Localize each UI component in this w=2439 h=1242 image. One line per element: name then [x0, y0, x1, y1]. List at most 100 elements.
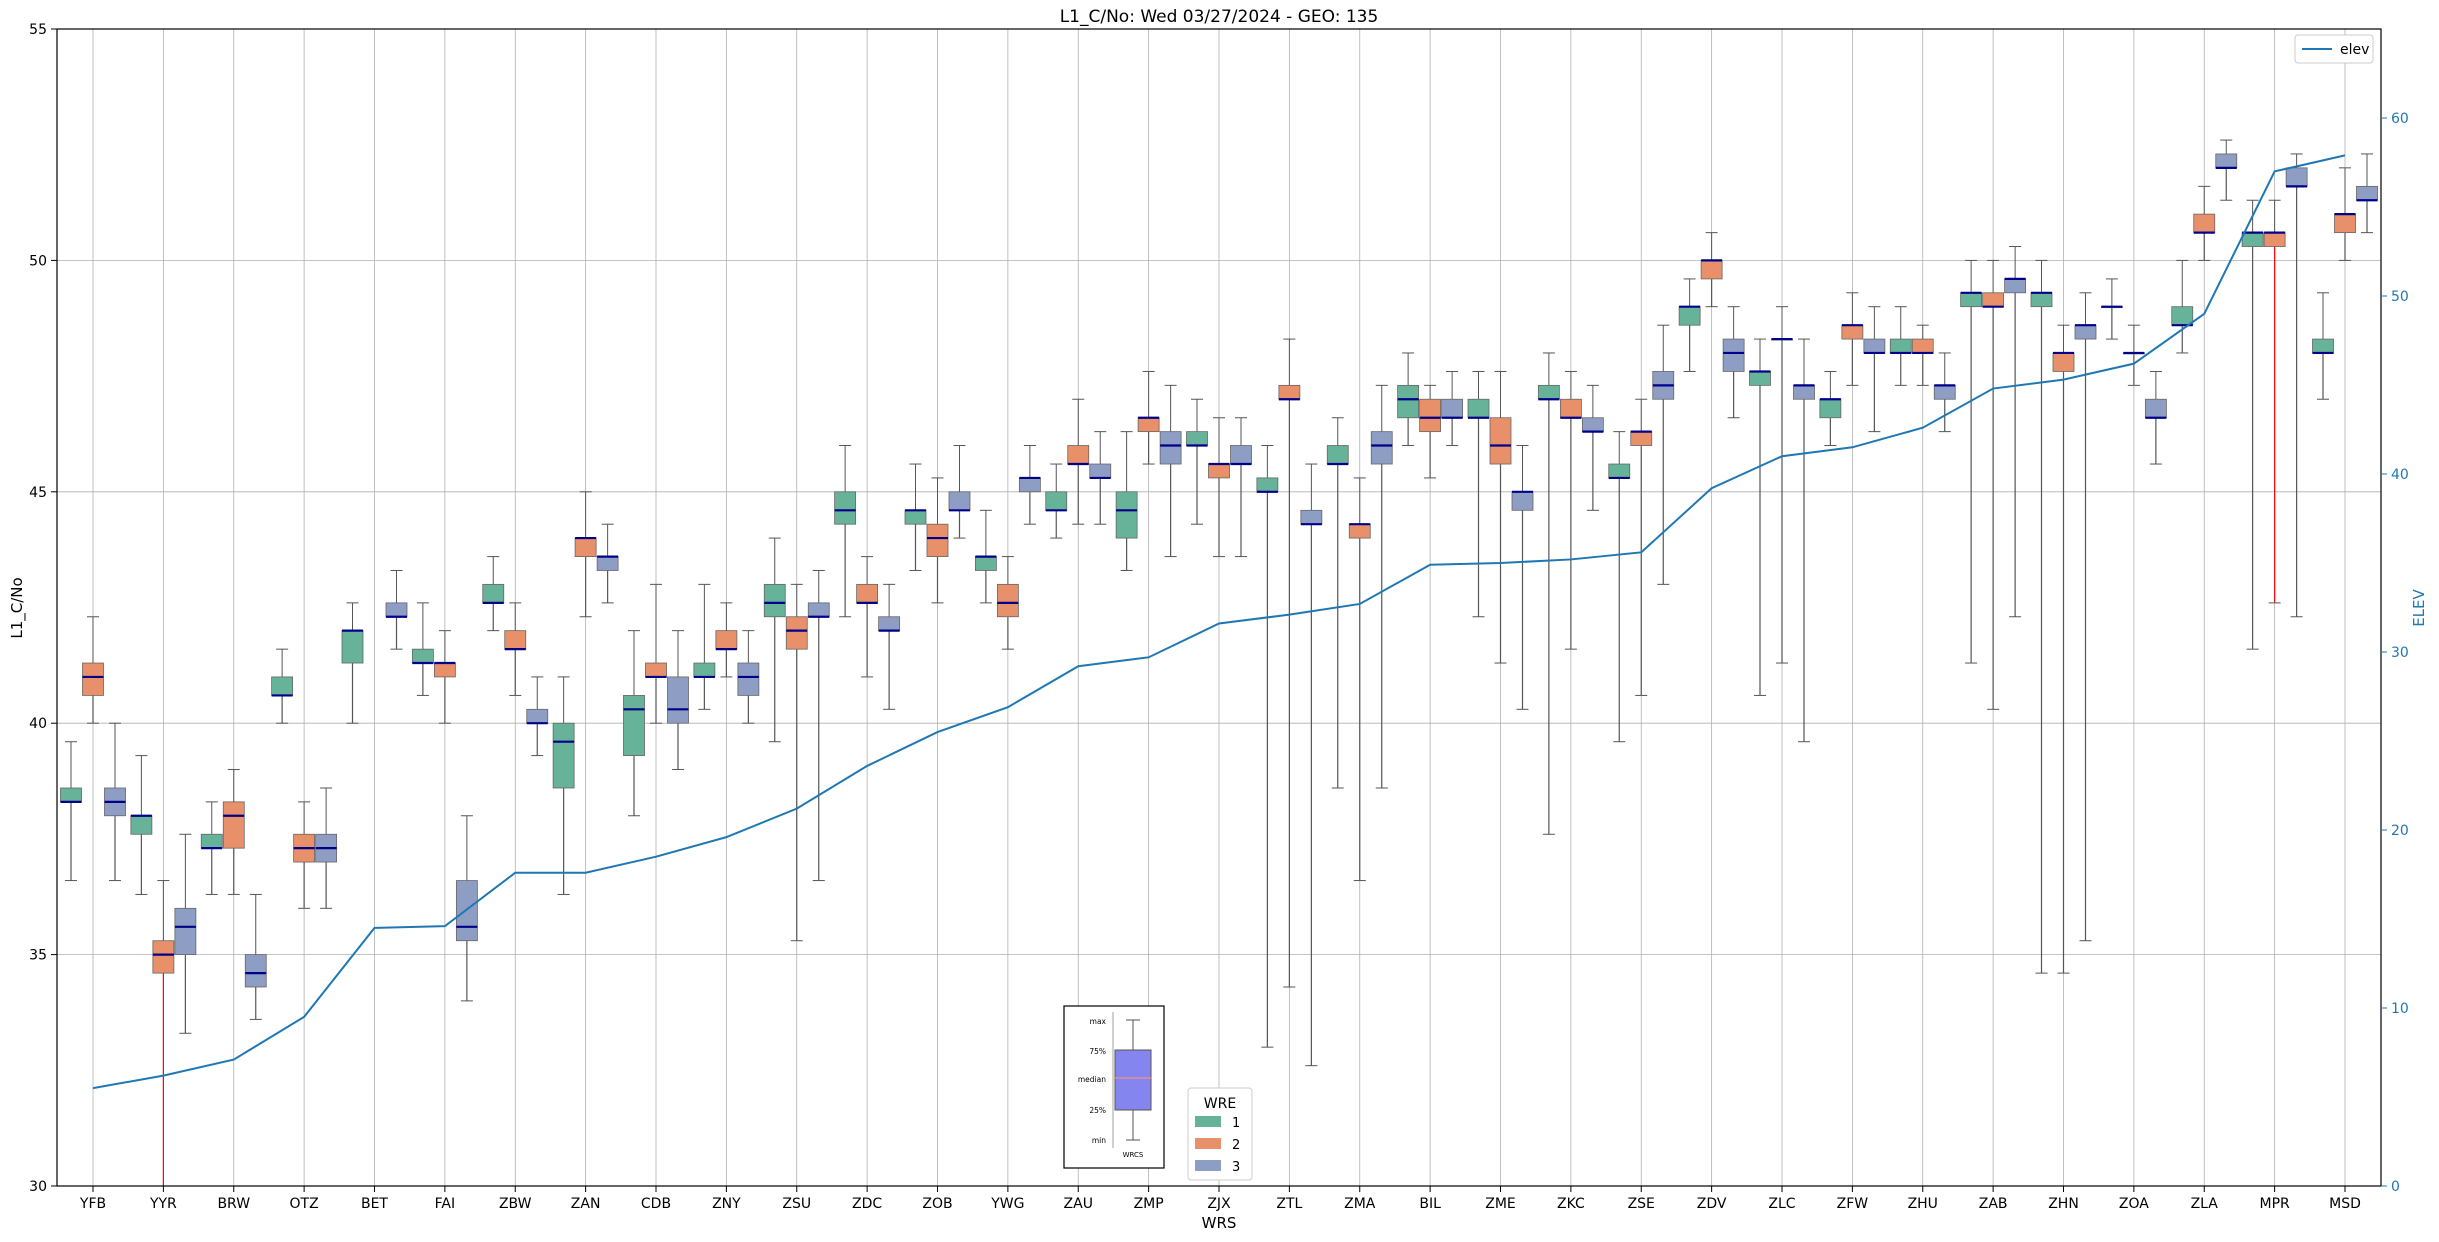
x-tick-label-otz: OTZ — [290, 1196, 319, 1212]
box-key-xlabel: WRCS — [1123, 1151, 1144, 1159]
box-yyr-wre1 — [130, 815, 153, 835]
box-brw-wre3 — [244, 954, 267, 988]
box-fai-wre1 — [411, 648, 434, 664]
x-tick-label-zny: ZNY — [712, 1196, 741, 1212]
legend-wre-1-label: 1 — [1232, 1116, 1240, 1131]
legend-wre-2-label: 2 — [1232, 1138, 1240, 1153]
box-key-inset: max 75% median 25% min WRCS — [1063, 1005, 1165, 1169]
y-tick-label: 45 — [29, 485, 47, 501]
box-zma-wre1 — [1326, 445, 1349, 465]
x-tick-label-zau: ZAU — [1064, 1196, 1093, 1212]
box-key-label-min: min — [1092, 1136, 1106, 1145]
box-zbw-wre2 — [504, 630, 527, 650]
x-axis-label: WRS — [1202, 1214, 1237, 1232]
box-ywg-wre1 — [974, 556, 997, 571]
x-tick-label-zan: ZAN — [571, 1196, 601, 1212]
box-zob-wre1 — [904, 509, 927, 525]
box-zbw-wre3 — [526, 708, 549, 724]
box-zmp-wre2 — [1137, 417, 1160, 433]
box-zan-wre3 — [596, 556, 619, 571]
box-zab-wre2 — [1982, 292, 2005, 308]
legend-wre: WRE 1 2 3 — [1187, 1087, 1253, 1181]
box-zoa-wre3 — [2144, 398, 2167, 419]
box-zfw-wre1 — [1819, 398, 1842, 419]
x-tick-label-mpr: MPR — [2260, 1196, 2291, 1212]
box-zse-wre1 — [1608, 463, 1631, 479]
box-zfw-wre2 — [1841, 324, 1864, 340]
box-bil-wre2 — [1419, 398, 1442, 433]
box-zbw-wre1 — [482, 583, 505, 604]
box-zfw-wre3 — [1863, 338, 1886, 354]
legend-wre-3-label: 3 — [1232, 1160, 1240, 1175]
box-zhu-wre1 — [1889, 338, 1912, 354]
y-tick-label: 50 — [29, 253, 47, 269]
box-zan-wre1 — [552, 722, 575, 789]
legend-elev: elev — [2294, 34, 2374, 64]
box-zkc-wre1 — [1537, 384, 1560, 400]
box-bil-wre1 — [1397, 384, 1420, 419]
box-cdb-wre1 — [623, 695, 645, 756]
x-tick-label-zse: ZSE — [1628, 1196, 1655, 1212]
x-tick-label-zma: ZMA — [1344, 1196, 1376, 1212]
box-zob-wre2 — [926, 523, 949, 557]
box-zse-wre2 — [1630, 431, 1653, 446]
box-cdb-wre3 — [667, 676, 689, 724]
box-msd-wre3 — [2356, 185, 2378, 201]
box-zmp-wre1 — [1115, 491, 1138, 539]
box-zjx-wre1 — [1186, 431, 1208, 446]
box-key-label-median: median — [1078, 1075, 1106, 1084]
legend-wre-3-swatch — [1195, 1160, 1221, 1171]
box-key-label-max: max — [1090, 1017, 1107, 1026]
x-tick-label-zfw: ZFW — [1837, 1196, 1869, 1212]
box-zob-wre3 — [948, 491, 971, 511]
x-tick-label-bet: BET — [361, 1196, 388, 1212]
box-ywg-wre3 — [1018, 477, 1041, 493]
box-zme-wre2 — [1489, 417, 1512, 465]
box-zhn-wre1 — [2030, 292, 2053, 308]
x-tick-label-msd: MSD — [2329, 1196, 2361, 1212]
x-tick-label-zme: ZME — [1485, 1196, 1516, 1212]
box-cdb-wre2 — [645, 662, 667, 678]
box-ywg-wre2 — [996, 583, 1019, 618]
y2-tick-label: 30 — [2391, 645, 2409, 661]
box-zla-wre2 — [2193, 213, 2216, 234]
box-zjx-wre3 — [1230, 445, 1252, 465]
box-key-box — [1114, 1049, 1152, 1111]
box-zla-wre1 — [2171, 306, 2194, 326]
box-zjx-wre2 — [1208, 463, 1230, 479]
box-zlc-wre3 — [1793, 384, 1815, 400]
box-zme-wre1 — [1467, 398, 1490, 419]
box-bet-wre3 — [385, 602, 408, 618]
box-zkc-wre3 — [1581, 417, 1604, 433]
box-zan-wre2 — [574, 537, 597, 557]
boxes-layer — [60, 139, 2378, 1186]
x-tick-label-zjx: ZJX — [1207, 1196, 1231, 1212]
x-tick-label-zla: ZLA — [2191, 1196, 2219, 1212]
box-ztl-wre3 — [1300, 509, 1323, 525]
box-zkc-wre2 — [1559, 398, 1582, 419]
box-zma-wre2 — [1348, 523, 1371, 539]
x-tick-label-brw: BRW — [217, 1196, 250, 1212]
box-zdc-wre2 — [856, 583, 879, 604]
box-fai-wre2 — [433, 662, 456, 678]
x-tick-label-zsu: ZSU — [782, 1196, 811, 1212]
box-key-frame — [1063, 1005, 1165, 1169]
box-zdc-wre3 — [878, 616, 901, 632]
y-tick-label: 55 — [29, 22, 47, 38]
legend-wre-2-swatch — [1195, 1138, 1221, 1149]
x-tick-label-zkc: ZKC — [1557, 1196, 1585, 1212]
x-tick-label-zhu: ZHU — [1908, 1196, 1938, 1212]
box-bet-wre1 — [341, 630, 364, 664]
box-zma-wre3 — [1370, 431, 1393, 465]
box-brw-wre1 — [200, 833, 223, 849]
chart-title: L1_C/No: Wed 03/27/2024 - GEO: 135 — [1060, 7, 1379, 27]
box-otz-wre1 — [271, 676, 294, 696]
box-mpr-wre3 — [2285, 167, 2308, 187]
x-tick-label-zmp: ZMP — [1134, 1196, 1164, 1212]
box-ztl-wre1 — [1256, 477, 1279, 493]
box-zau-wre3 — [1089, 463, 1112, 479]
y-tick-label: 40 — [29, 716, 47, 732]
box-zdv-wre1 — [1678, 306, 1701, 326]
box-mpr-wre2 — [2263, 232, 2286, 247]
